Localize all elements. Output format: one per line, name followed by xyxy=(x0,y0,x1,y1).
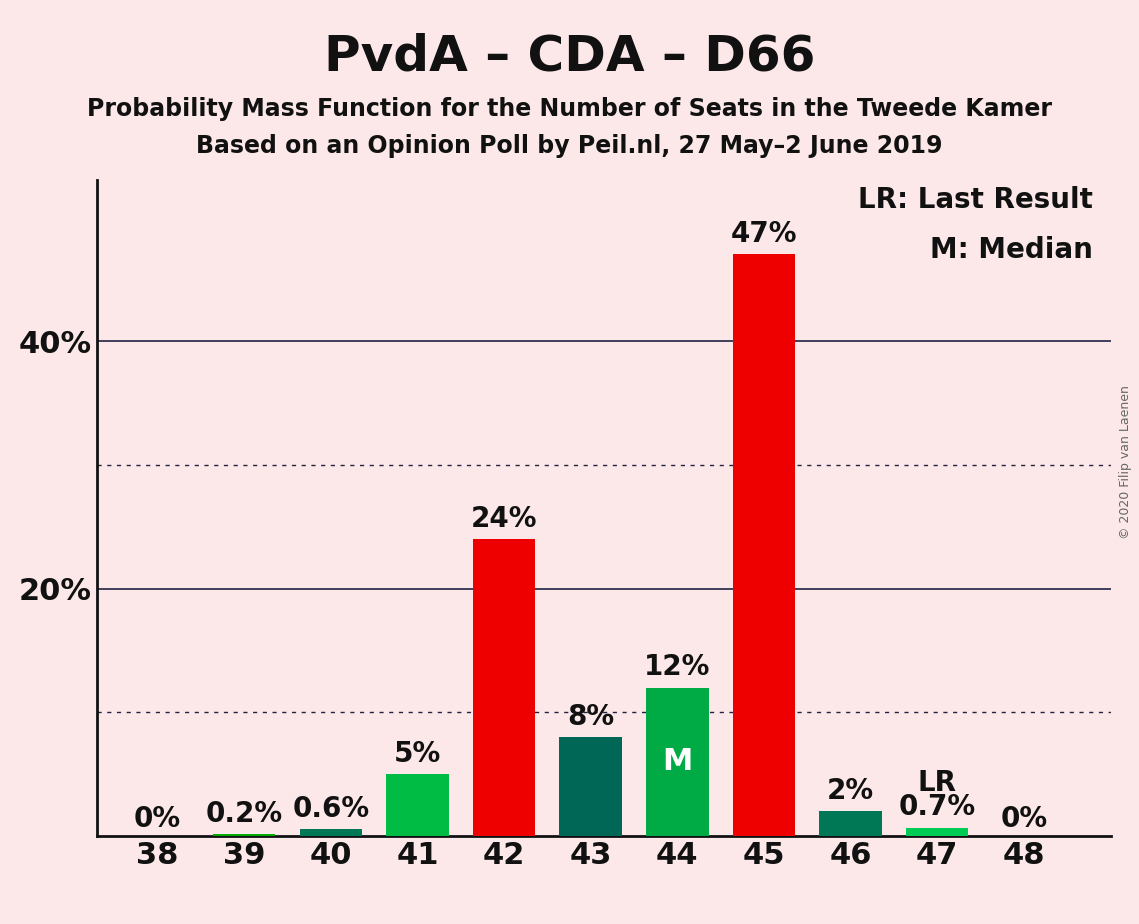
Text: 24%: 24% xyxy=(470,505,538,533)
Text: LR: Last Result: LR: Last Result xyxy=(859,187,1093,214)
Text: 0%: 0% xyxy=(1000,805,1048,833)
Text: M: M xyxy=(662,748,693,776)
Text: 0.2%: 0.2% xyxy=(205,799,282,828)
Bar xyxy=(732,254,795,836)
Bar xyxy=(819,811,882,836)
Bar xyxy=(386,774,449,836)
Bar xyxy=(213,833,276,836)
Text: 12%: 12% xyxy=(645,653,711,682)
Bar xyxy=(646,687,708,836)
Text: 2%: 2% xyxy=(827,777,874,806)
Text: Probability Mass Function for the Number of Seats in the Tweede Kamer: Probability Mass Function for the Number… xyxy=(87,97,1052,121)
Text: 0.6%: 0.6% xyxy=(293,795,369,822)
Bar xyxy=(473,539,535,836)
Text: 47%: 47% xyxy=(731,220,797,249)
Text: 5%: 5% xyxy=(394,740,441,768)
Bar xyxy=(906,828,968,836)
Text: M: Median: M: Median xyxy=(931,236,1093,264)
Text: © 2020 Filip van Laenen: © 2020 Filip van Laenen xyxy=(1118,385,1132,539)
Text: 0.7%: 0.7% xyxy=(899,794,976,821)
Text: Based on an Opinion Poll by Peil.nl, 27 May–2 June 2019: Based on an Opinion Poll by Peil.nl, 27 … xyxy=(196,134,943,158)
Bar xyxy=(300,829,362,836)
Text: 8%: 8% xyxy=(567,703,614,731)
Text: 0%: 0% xyxy=(134,805,181,833)
Text: LR: LR xyxy=(918,769,957,796)
Text: PvdA – CDA – D66: PvdA – CDA – D66 xyxy=(323,32,816,80)
Bar xyxy=(559,737,622,836)
